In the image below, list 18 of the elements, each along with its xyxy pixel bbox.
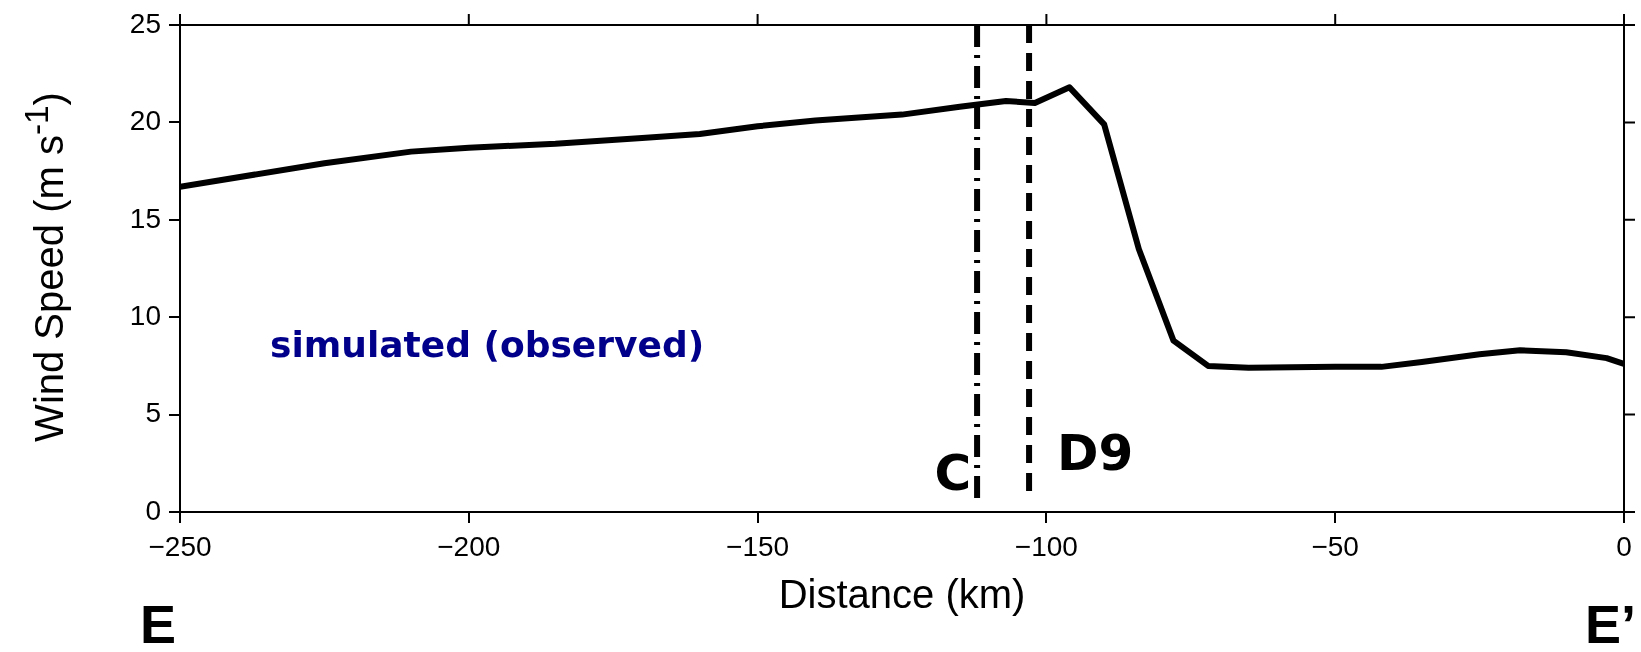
- x-tick-label: −250: [148, 530, 212, 562]
- x-tick-label: −150: [726, 530, 790, 562]
- x-tick-label: −200: [437, 530, 501, 562]
- annotation: simulated (observed): [270, 324, 705, 365]
- y-tick-label: 20: [129, 105, 161, 137]
- text: E: [140, 594, 177, 652]
- x-tick-label: −100: [1014, 530, 1078, 562]
- y-tick-label: 25: [129, 7, 161, 39]
- y-tick-label: 0: [145, 494, 161, 526]
- ref-line-label: C: [934, 444, 972, 502]
- y-tick-label: 10: [129, 299, 161, 331]
- ref-line-label: D9: [1057, 424, 1134, 482]
- text: E’: [1584, 594, 1636, 652]
- x-axis-title: Distance (km): [778, 571, 1026, 617]
- y-tick-label: 5: [145, 397, 161, 429]
- x-tick-label: 0: [1616, 530, 1632, 562]
- x-tick-label: −50: [1311, 530, 1359, 562]
- y-tick-label: 15: [129, 202, 161, 234]
